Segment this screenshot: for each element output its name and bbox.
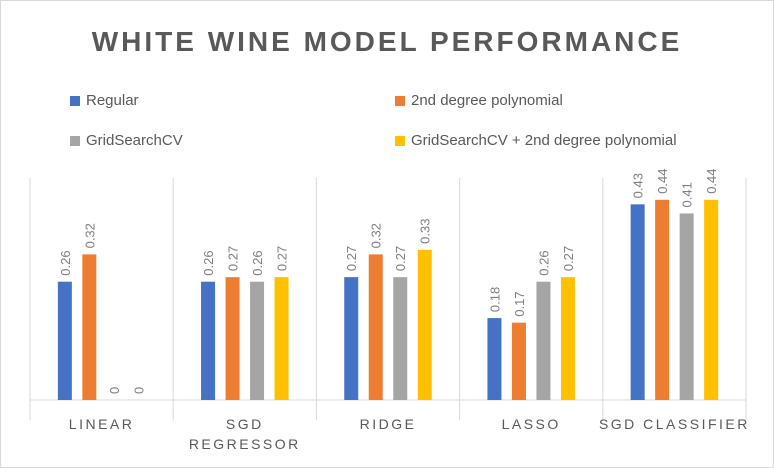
- bar: [511, 322, 526, 400]
- data-label: 0.32: [82, 223, 97, 248]
- data-label: 0.18: [487, 287, 502, 312]
- bar: [201, 281, 216, 400]
- bar: [704, 199, 719, 400]
- bar: [274, 277, 289, 400]
- legend-label-gridsearchcv-polynomial: GridSearchCV + 2nd degree polynomial: [411, 132, 677, 149]
- legend-swatch-regular: [70, 95, 80, 106]
- data-label: 0.26: [536, 250, 551, 275]
- data-label: 0.27: [275, 246, 290, 271]
- legend-swatch-gridsearchcv-polynomial: [395, 135, 405, 146]
- data-label: 0.44: [704, 168, 719, 193]
- data-label: 0.27: [393, 246, 408, 271]
- legend-item-regular: Regular: [70, 92, 139, 109]
- category-label: LINEAR: [69, 416, 135, 432]
- bar: [57, 281, 72, 400]
- bar: [250, 281, 265, 400]
- legend-label-polynomial: 2nd degree polynomial: [411, 92, 563, 109]
- bar: [344, 277, 359, 400]
- data-label: 0.27: [561, 246, 576, 271]
- data-label: 0.44: [655, 168, 670, 193]
- legend-label-gridsearchcv: GridSearchCV: [86, 132, 183, 149]
- category-label: SGD CLASSIFIER: [599, 416, 750, 432]
- bar: [393, 277, 408, 400]
- category-label: LASSO: [502, 416, 561, 432]
- data-label: 0.27: [344, 246, 359, 271]
- category-label: REGRESSOR: [189, 436, 301, 452]
- bar: [679, 213, 694, 400]
- data-label: 0: [131, 387, 146, 394]
- chart-title: WHITE WINE MODEL PERFORMANCE: [91, 26, 683, 57]
- data-label: 0.32: [369, 223, 384, 248]
- data-label: 0.43: [631, 173, 646, 198]
- data-label: 0.27: [226, 246, 241, 271]
- legend-swatch-gridsearchcv: [70, 135, 80, 146]
- legend-swatch-polynomial: [395, 95, 405, 106]
- bar: [487, 318, 502, 400]
- data-label: 0.17: [512, 291, 527, 316]
- bar: [536, 281, 551, 400]
- legend-item-gridsearchcv: GridSearchCV: [70, 132, 183, 149]
- legend-item-polynomial: 2nd degree polynomial: [395, 92, 563, 109]
- legend-label-regular: Regular: [86, 92, 139, 109]
- bar: [368, 254, 383, 400]
- data-label: 0: [107, 387, 122, 394]
- data-label: 0.33: [418, 219, 433, 244]
- data-label: 0.26: [58, 250, 73, 275]
- bar: [560, 277, 575, 400]
- data-label: 0.41: [680, 182, 695, 207]
- bar: [225, 277, 240, 400]
- data-label: 0.26: [201, 250, 216, 275]
- bar: [82, 254, 97, 400]
- category-label: RIDGE: [360, 416, 417, 432]
- bar: [655, 199, 670, 400]
- bar: [417, 249, 432, 400]
- category-label: SGD: [226, 416, 264, 432]
- bar: [630, 204, 645, 400]
- legend-item-gridsearchcv-polynomial: GridSearchCV + 2nd degree polynomial: [395, 132, 677, 149]
- data-label: 0.26: [250, 250, 265, 275]
